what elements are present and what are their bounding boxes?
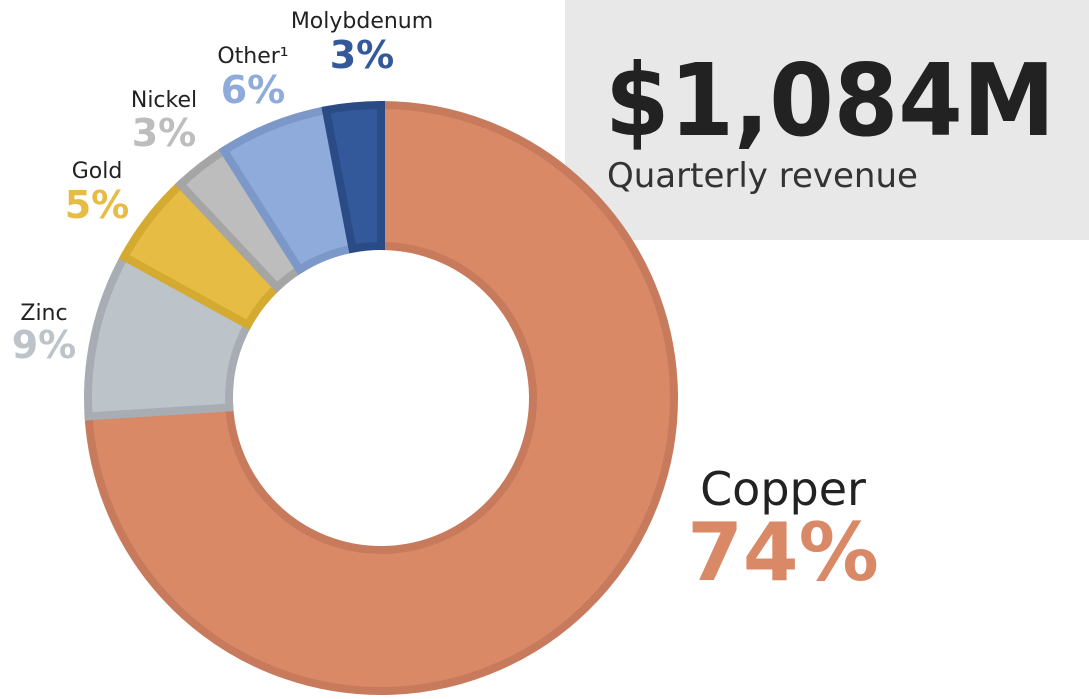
- segment-label: Nickel: [131, 88, 197, 113]
- segment-label: Molybdenum: [291, 9, 433, 34]
- segment-value-label: 74%: [687, 506, 878, 599]
- segment-label: Zinc: [20, 301, 67, 326]
- segment-value-label: 5%: [65, 183, 130, 227]
- segment-label: Other¹: [217, 44, 288, 69]
- header-box: [565, 0, 1089, 240]
- segment-label: Gold: [72, 159, 123, 184]
- segment-value-label: 3%: [330, 33, 395, 77]
- headline: $1,084M: [605, 42, 1055, 159]
- segment-value-label: 6%: [221, 68, 286, 112]
- donut-segment: [84, 100, 678, 695]
- segment-value-label: 9%: [12, 323, 77, 367]
- segment-label: Copper: [700, 462, 866, 516]
- donut-segment: [321, 100, 385, 254]
- subtitle: Quarterly revenue: [607, 156, 918, 196]
- segment-value-label: 3%: [132, 111, 197, 155]
